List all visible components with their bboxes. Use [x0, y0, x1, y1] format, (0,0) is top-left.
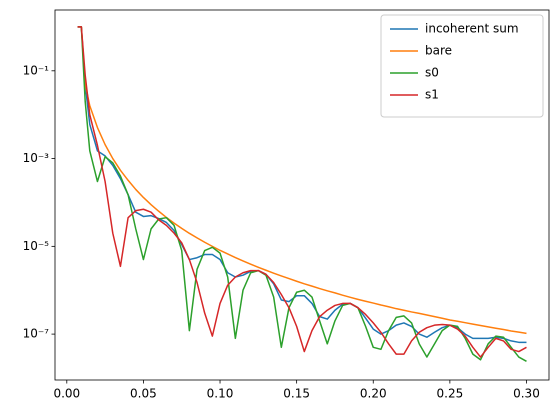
x-tick-label: 0.00 — [53, 387, 80, 401]
x-tick-label: 0.15 — [283, 387, 310, 401]
y-tick-label: 10⁻⁵ — [23, 239, 50, 253]
plot-frame — [54, 9, 550, 381]
y-tick-label: 10⁻¹ — [23, 63, 50, 77]
x-tick-label: 0.20 — [360, 387, 387, 401]
legend-label: bare — [425, 44, 452, 58]
data-line — [77, 26, 527, 335]
data-line — [77, 26, 527, 358]
legend-label: incoherent sum — [425, 22, 519, 36]
x-tick-label: 0.10 — [207, 387, 234, 401]
x-tick-label: 0.05 — [130, 387, 157, 401]
legend-label: s0 — [425, 66, 439, 80]
legend-box — [380, 14, 544, 118]
x-tick-label: 0.30 — [513, 387, 540, 401]
x-tick-label: 0.25 — [437, 387, 464, 401]
legend-label: s1 — [425, 88, 439, 102]
y-tick-label: 10⁻⁷ — [23, 327, 50, 341]
y-tick-label: 10⁻³ — [23, 151, 50, 165]
